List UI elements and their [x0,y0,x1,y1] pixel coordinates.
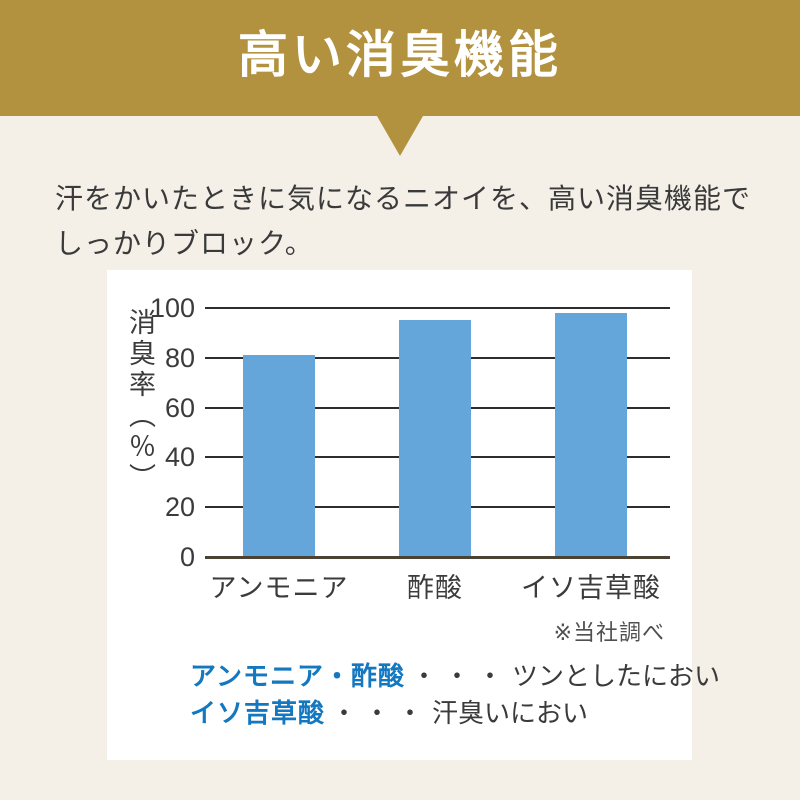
header-banner: 高い消臭機能 [0,0,800,116]
legend-term: イソ吉草酸 [190,698,326,728]
chart-source-note: ※当社調べ [553,620,665,645]
y-axis-label: 消臭率（％） [125,308,155,494]
intro-text: 汗をかいたときに気になるニオイを、高い消臭機能で しっかりブロック。 [55,176,800,266]
legend-description: ツンとしたにおい [511,661,720,691]
chart-card: 消臭率（％） ※当社調べ 0 20 40 60 80 100 アンモニア 酢酸 イソ吉草酸 アン… [107,270,720,760]
legend-dots: ・・・ [331,698,431,728]
x-category-label: イソ吉草酸 [521,573,661,603]
page-title: 高い消臭機能 [238,27,562,83]
bar [399,320,471,557]
y-tick-label: 80 [164,342,195,373]
y-tick-label: 100 [149,293,195,323]
legend-item: イソ吉草酸 ・・・汗臭いにおい [190,695,720,732]
banner-pointer-triangle [377,116,423,156]
bar-chart: 消臭率（％） ※当社調べ 0 20 40 60 80 100 アンモニア 酢酸 イソ吉草酸 [107,270,692,760]
legend-description: 汗臭いにおい [432,698,589,728]
bar [243,355,315,557]
y-tick-label: 40 [164,442,195,473]
y-tick-label: 0 [179,542,195,572]
legend-item: アンモニア・酢酸 ・・・ツンとしたにおい [190,658,720,695]
chart-legend: アンモニア・酢酸 ・・・ツンとしたにおい イソ吉草酸 ・・・汗臭いにおい [190,658,720,732]
y-tick-label: 20 [164,492,195,523]
gridline [205,307,670,309]
legend-dots: ・・・ [410,661,510,691]
intro-line-1: 汗をかいたときに気になるニオイを、高い消臭機能で [55,183,752,214]
x-category-label: 酢酸 [407,573,463,603]
bar [555,312,627,557]
x-category-label: アンモニア [209,573,349,603]
intro-line-2: しっかりブロック。 [55,228,314,259]
legend-term: アンモニア・酢酸 [190,661,405,691]
y-tick-label: 60 [164,392,195,423]
x-axis-line [205,555,670,559]
